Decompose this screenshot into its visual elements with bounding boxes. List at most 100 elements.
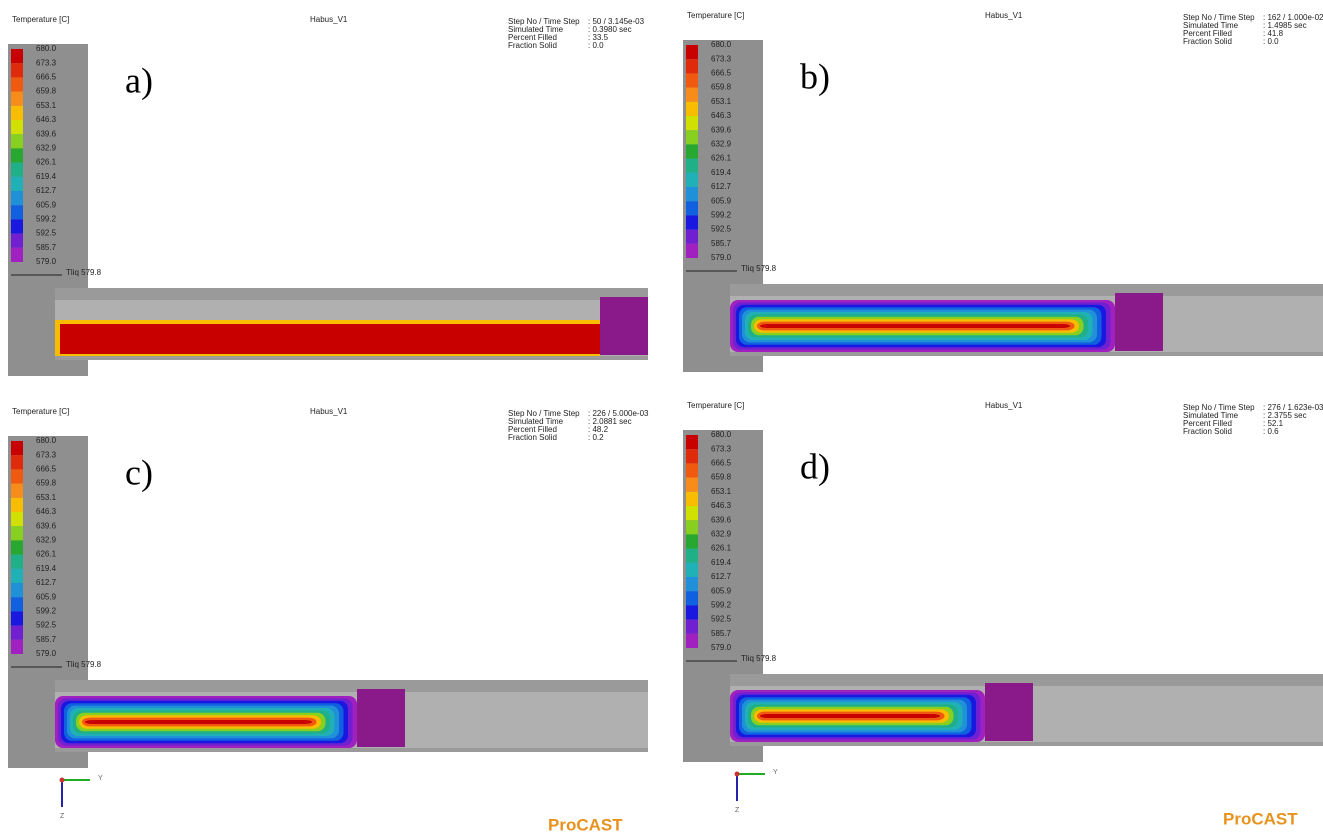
legend-swatch [11, 526, 23, 541]
legend-swatch [686, 449, 698, 464]
legend-swatch [686, 101, 698, 116]
brand: ProCAST [1223, 809, 1298, 828]
axis-y-label: Y [98, 775, 103, 782]
legend-value: 579.0 [36, 257, 57, 266]
legend-swatch [11, 554, 23, 569]
tliq: Tliq 579.8 [741, 654, 777, 663]
legend-value: 646.3 [36, 507, 57, 516]
legend-swatch [11, 120, 23, 135]
panel-label: a) [125, 60, 153, 100]
legend-value: 612.7 [711, 182, 732, 191]
info-label: Percent Filled [1183, 419, 1232, 428]
legend-value: 646.3 [36, 115, 57, 124]
legend-value: 632.9 [711, 140, 732, 149]
legend-value: 673.3 [36, 450, 57, 459]
legend-value: 666.5 [711, 459, 732, 468]
legend-value: 599.2 [36, 607, 57, 616]
legend-swatch [686, 116, 698, 131]
legend-swatch [686, 577, 698, 592]
legend-value: 673.3 [36, 58, 57, 67]
result-title: Temperature [C] [12, 407, 69, 416]
legend-swatch [11, 233, 23, 248]
info-value: : 0.2 [588, 433, 604, 442]
tliq: Tliq 579.8 [66, 268, 102, 277]
info-label: Fraction Solid [508, 41, 557, 50]
legend-value: 680.0 [36, 436, 57, 445]
legend-swatch [11, 49, 23, 64]
info-label: Step No / Time Step [508, 409, 580, 418]
info-value: : 33.5 [588, 33, 609, 42]
panel-label: d) [800, 446, 830, 486]
legend-swatch [11, 611, 23, 626]
info-value: : 41.8 [1263, 29, 1284, 38]
legend-value: 612.7 [36, 578, 57, 587]
legend-swatch [686, 491, 698, 506]
melt-contour [760, 714, 940, 718]
legend-value: 632.9 [36, 144, 57, 153]
axis-z-label: Z [735, 807, 740, 814]
melt-contour [760, 324, 1070, 328]
panel: Temperature [C] Habus_V1 Step No / Time St… [8, 407, 649, 834]
legend-value: 666.5 [36, 465, 57, 474]
legend-swatch [686, 605, 698, 620]
legend-value: 680.0 [711, 40, 732, 49]
legend-swatch [11, 105, 23, 120]
info-value: : 0.0 [1263, 37, 1279, 46]
info-value: : 52.1 [1263, 419, 1284, 428]
info-value: : 48.2 [588, 425, 609, 434]
legend-swatch [686, 172, 698, 187]
legend-swatch [686, 619, 698, 634]
info-label: Simulated Time [1183, 411, 1239, 420]
info-value: : 50 / 3.145e-03 [588, 17, 645, 26]
legend-value: 599.2 [36, 215, 57, 224]
legend-value: 592.5 [711, 225, 732, 234]
info-label: Percent Filled [508, 425, 557, 434]
legend-value: 632.9 [711, 530, 732, 539]
info-value: : 1.4985 sec [1263, 21, 1307, 30]
legend-value: 585.7 [36, 635, 57, 644]
legend-swatch [686, 435, 698, 450]
info-label: Fraction Solid [1183, 37, 1232, 46]
tliq: Tliq 579.8 [741, 264, 777, 273]
info-label: Step No / Time Step [508, 17, 580, 26]
axis-origin [734, 771, 740, 777]
tliq: Tliq 579.8 [66, 660, 102, 669]
legend-value: 632.9 [36, 536, 57, 545]
legend-swatch [11, 597, 23, 612]
panel: Temperature [C] Habus_V1 Step No / Time St… [683, 401, 1323, 828]
overflow [357, 689, 405, 747]
model-name: Habus_V1 [310, 407, 348, 416]
legend-value: 626.1 [36, 550, 57, 559]
melt [60, 324, 600, 354]
legend-swatch [686, 633, 698, 648]
overflow [600, 297, 648, 355]
legend-swatch [686, 144, 698, 159]
legend-swatch [686, 477, 698, 492]
legend-swatch [11, 219, 23, 234]
legend-swatch [686, 548, 698, 563]
legend-value: 599.2 [711, 601, 732, 610]
legend-swatch [11, 639, 23, 654]
legend-value: 666.5 [711, 69, 732, 78]
legend-swatch [686, 463, 698, 478]
legend-value: 653.1 [711, 487, 732, 496]
legend-swatch [686, 87, 698, 102]
legend-swatch [11, 176, 23, 191]
legend-swatch [11, 455, 23, 470]
legend-swatch [686, 73, 698, 88]
legend-value: 680.0 [711, 430, 732, 439]
overflow [985, 683, 1033, 741]
brand: ProCAST [548, 815, 623, 834]
legend-value: 673.3 [711, 444, 732, 453]
legend-swatch [686, 229, 698, 244]
info-value: : 0.0 [588, 41, 604, 50]
legend-swatch [686, 59, 698, 74]
legend-swatch [11, 441, 23, 456]
legend-value: 659.8 [711, 473, 732, 482]
legend-swatch [11, 469, 23, 484]
legend-value: 659.8 [36, 479, 57, 488]
legend-value: 579.0 [711, 643, 732, 652]
legend-value: 585.7 [36, 243, 57, 252]
info-value: : 2.0881 sec [588, 417, 632, 426]
